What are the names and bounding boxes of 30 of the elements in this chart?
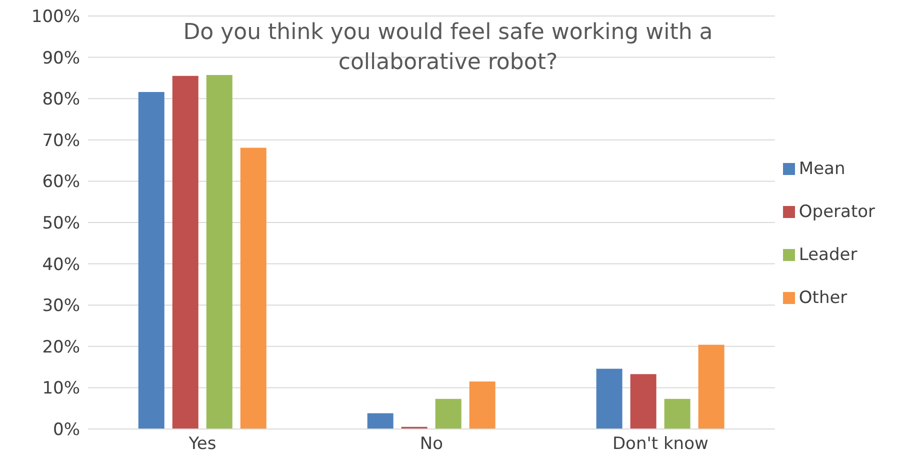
bar — [596, 368, 622, 429]
text: Do you think you would feel safe working with a collaborative robot? — [182, 19, 714, 77]
y-tick-label: 90% — [42, 48, 80, 68]
y-tick-label: 60% — [42, 172, 80, 192]
bar — [367, 413, 394, 429]
bar — [435, 398, 462, 429]
bar — [664, 398, 690, 429]
x-tick-label: No — [420, 434, 444, 454]
bar — [240, 148, 266, 429]
legend-label: Operator — [798, 202, 875, 222]
bar — [138, 92, 164, 429]
y-tick-label: 80% — [42, 90, 80, 110]
y-tick-label: 20% — [42, 337, 80, 358]
y-tick-label: 30% — [42, 296, 80, 316]
legend-label: Leader — [798, 244, 858, 264]
y-tick-label: 0% — [53, 420, 80, 440]
bar — [172, 76, 198, 429]
bar — [206, 75, 232, 429]
y-tick-label: 100% — [31, 7, 80, 28]
bar — [630, 374, 656, 429]
legend-label: Mean — [798, 158, 846, 178]
legend-label: Other — [798, 288, 848, 308]
bar — [469, 382, 496, 429]
y-tick-label: 10% — [42, 378, 80, 399]
y-tick-label: 40% — [42, 254, 80, 275]
bar — [698, 344, 724, 429]
x-tick-label: Don't know — [612, 434, 708, 454]
y-tick-label: 50% — [42, 214, 80, 234]
y-tick-label: 70% — [42, 130, 80, 151]
x-tick-label: Yes — [188, 434, 216, 454]
